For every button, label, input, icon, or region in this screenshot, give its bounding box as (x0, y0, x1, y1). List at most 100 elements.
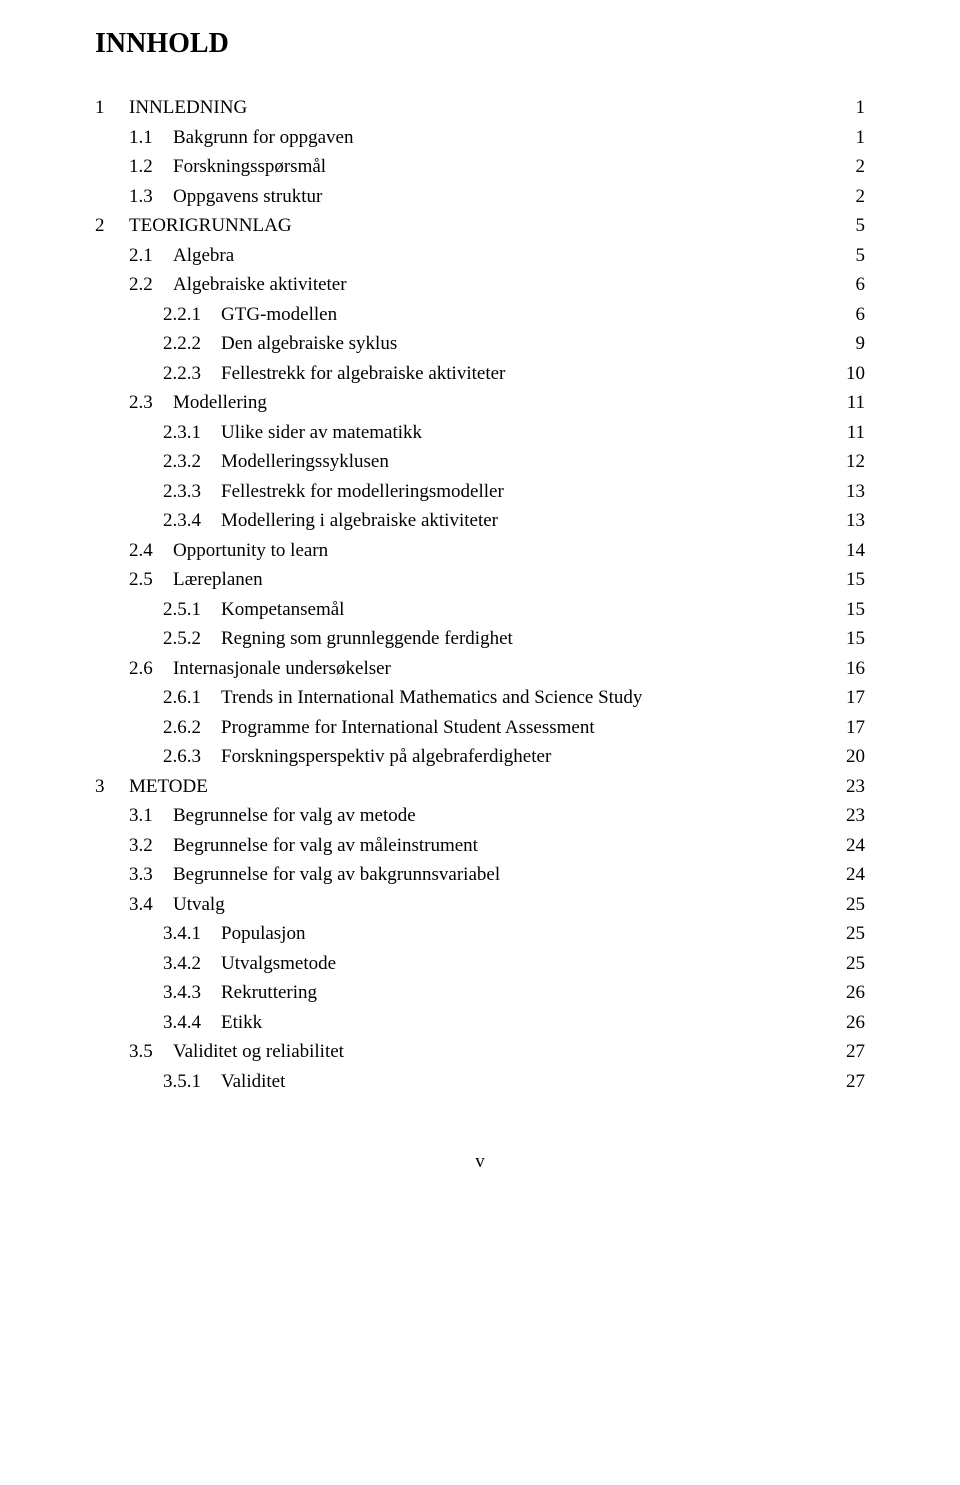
toc-entry-page: 15 (846, 629, 865, 648)
toc-entry: 3.5.1Validitet27 (95, 1072, 865, 1091)
toc-entry: 3.4.2Utvalgsmetode25 (95, 954, 865, 973)
toc-entry-number: 3.4.4 (163, 1013, 221, 1032)
toc-entry-label: Ulike sider av matematikk (221, 423, 422, 442)
toc-entry-number: 2.3.2 (163, 452, 221, 471)
toc-entry-label: Fellestrekk for algebraiske aktiviteter (221, 364, 505, 383)
toc-entry-page: 13 (846, 511, 865, 530)
toc-entry-label: Forskningsspørsmål (173, 157, 326, 176)
toc-entry: 3.4.4Etikk26 (95, 1013, 865, 1032)
toc-entry-label: Begrunnelse for valg av måleinstrument (173, 836, 478, 855)
toc-entry: 2.6.1Trends in International Mathematics… (95, 688, 865, 707)
toc-entry-number: 3.2 (129, 836, 173, 855)
toc-entry-number: 2.6.3 (163, 747, 221, 766)
toc-entry-label: Populasjon (221, 924, 305, 943)
toc-entry-page: 16 (846, 659, 865, 678)
toc-entry: 3.4.3Rekruttering26 (95, 983, 865, 1002)
toc-entry-page: 24 (846, 865, 865, 884)
toc-entry: 3.2Begrunnelse for valg av måleinstrumen… (95, 836, 865, 855)
toc-entry-page: 17 (846, 718, 865, 737)
toc-entry: 2TEORIGRUNNLAG5 (95, 216, 865, 235)
toc-entry-page: 24 (846, 836, 865, 855)
toc-entry-label: Fellestrekk for modelleringsmodeller (221, 482, 504, 501)
toc-entry: 2.2Algebraiske aktiviteter 6 (95, 275, 865, 294)
toc-entry: 3METODE23 (95, 777, 865, 796)
toc-entry-label: Begrunnelse for valg av bakgrunnsvariabe… (173, 865, 500, 884)
toc-entry-label: Den algebraiske syklus (221, 334, 397, 353)
toc-entry-page: 11 (847, 423, 865, 442)
toc-entry-page: 14 (846, 541, 865, 560)
toc-entry-label: Forskningsperspektiv på algebraferdighet… (221, 747, 551, 766)
toc-entry-number: 2.6.1 (163, 688, 221, 707)
toc-entry-label: Etikk (221, 1013, 262, 1032)
toc-entry-page: 5 (856, 246, 866, 265)
toc-entry-page: 12 (846, 452, 865, 471)
toc-entry-number: 3.4.1 (163, 924, 221, 943)
toc-entry-label: Kompetansemål (221, 600, 344, 619)
toc-entry-number: 1.2 (129, 157, 173, 176)
toc-entry-number: 3.4 (129, 895, 173, 914)
toc-entry-label: Modellering (173, 393, 267, 412)
toc-entry-label: GTG-modellen (221, 305, 337, 324)
toc-entry-page: 1 (856, 98, 866, 117)
toc-entry-page: 2 (856, 187, 866, 206)
toc-entry-number: 2.6.2 (163, 718, 221, 737)
toc-entry: 1.2Forskningsspørsmål 2 (95, 157, 865, 176)
toc-entry-label: Oppgavens struktur (173, 187, 322, 206)
toc-entry-number: 2.6 (129, 659, 173, 678)
toc-entry: 2.3.2Modelleringssyklusen 12 (95, 452, 865, 471)
toc-entry: 2.3.3Fellestrekk for modelleringsmodelle… (95, 482, 865, 501)
toc-entry-number: 2 (95, 216, 129, 235)
toc-entry-label: Modellering i algebraiske aktiviteter (221, 511, 498, 530)
toc-entry: 2.3.1Ulike sider av matematikk 11 (95, 423, 865, 442)
toc-entry: 2.2.2Den algebraiske syklus 9 (95, 334, 865, 353)
toc-entry-label: INNLEDNING (129, 98, 247, 117)
toc-entry-number: 2.2 (129, 275, 173, 294)
toc-entry: 2.3.4Modellering i algebraiske aktivitet… (95, 511, 865, 530)
toc-entry-page: 25 (846, 924, 865, 943)
toc-entry-number: 3 (95, 777, 129, 796)
toc-entry: 2.1Algebra 5 (95, 246, 865, 265)
toc-entry: 2.2.3Fellestrekk for algebraiske aktivit… (95, 364, 865, 383)
toc-entry: 2.5.2Regning som grunnleggende ferdighet… (95, 629, 865, 648)
toc-entry-label: Validitet og reliabilitet (173, 1042, 344, 1061)
toc-entry-label: Internasjonale undersøkelser (173, 659, 391, 678)
toc-entry-label: Validitet (221, 1072, 285, 1091)
toc-entry-page: 6 (856, 305, 866, 324)
toc-entry-number: 3.4.3 (163, 983, 221, 1002)
toc-entry-label: Modelleringssyklusen (221, 452, 389, 471)
toc-entry-page: 2 (856, 157, 866, 176)
toc-entry-label: Begrunnelse for valg av metode (173, 806, 416, 825)
toc-entry-page: 20 (846, 747, 865, 766)
toc-entry-label: Læreplanen (173, 570, 263, 589)
toc-entry-label: Utvalgsmetode (221, 954, 336, 973)
toc-entry-label: Regning som grunnleggende ferdighet (221, 629, 513, 648)
toc-entry-label: Trends in International Mathematics and … (221, 688, 642, 707)
toc-entry: 2.5.1Kompetansemål15 (95, 600, 865, 619)
toc-entry-label: Algebra (173, 246, 234, 265)
page: INNHOLD 1INNLEDNING11.1Bakgrunn for oppg… (0, 0, 960, 1213)
toc-entry-label: Algebraiske aktiviteter (173, 275, 347, 294)
toc-entry-number: 2.2.3 (163, 364, 221, 383)
toc-entry: 1.1Bakgrunn for oppgaven1 (95, 128, 865, 147)
toc-entry-number: 2.2.2 (163, 334, 221, 353)
toc-entry-page: 9 (856, 334, 866, 353)
toc-entry-number: 2.3.1 (163, 423, 221, 442)
toc-entry-label: TEORIGRUNNLAG (129, 216, 292, 235)
toc-entry: 3.4.1Populasjon 25 (95, 924, 865, 943)
toc-entry: 1INNLEDNING1 (95, 98, 865, 117)
toc-entry-page: 23 (846, 777, 865, 796)
page-title: INNHOLD (95, 28, 865, 60)
toc-entry-number: 2.1 (129, 246, 173, 265)
toc-entry-number: 3.4.2 (163, 954, 221, 973)
toc-entry: 2.6Internasjonale undersøkelser 16 (95, 659, 865, 678)
toc-entry: 2.6.3Forskningsperspektiv på algebraferd… (95, 747, 865, 766)
toc-entry: 3.1Begrunnelse for valg av metode23 (95, 806, 865, 825)
toc-entry-page: 27 (846, 1072, 865, 1091)
toc-entry: 2.6.2Programme for International Student… (95, 718, 865, 737)
toc-entry-page: 23 (846, 806, 865, 825)
toc-entry-page: 27 (846, 1042, 865, 1061)
toc-entry-page: 6 (856, 275, 866, 294)
toc-entry: 1.3Oppgavens struktur2 (95, 187, 865, 206)
toc-entry-page: 25 (846, 895, 865, 914)
toc-entry-page: 10 (846, 364, 865, 383)
